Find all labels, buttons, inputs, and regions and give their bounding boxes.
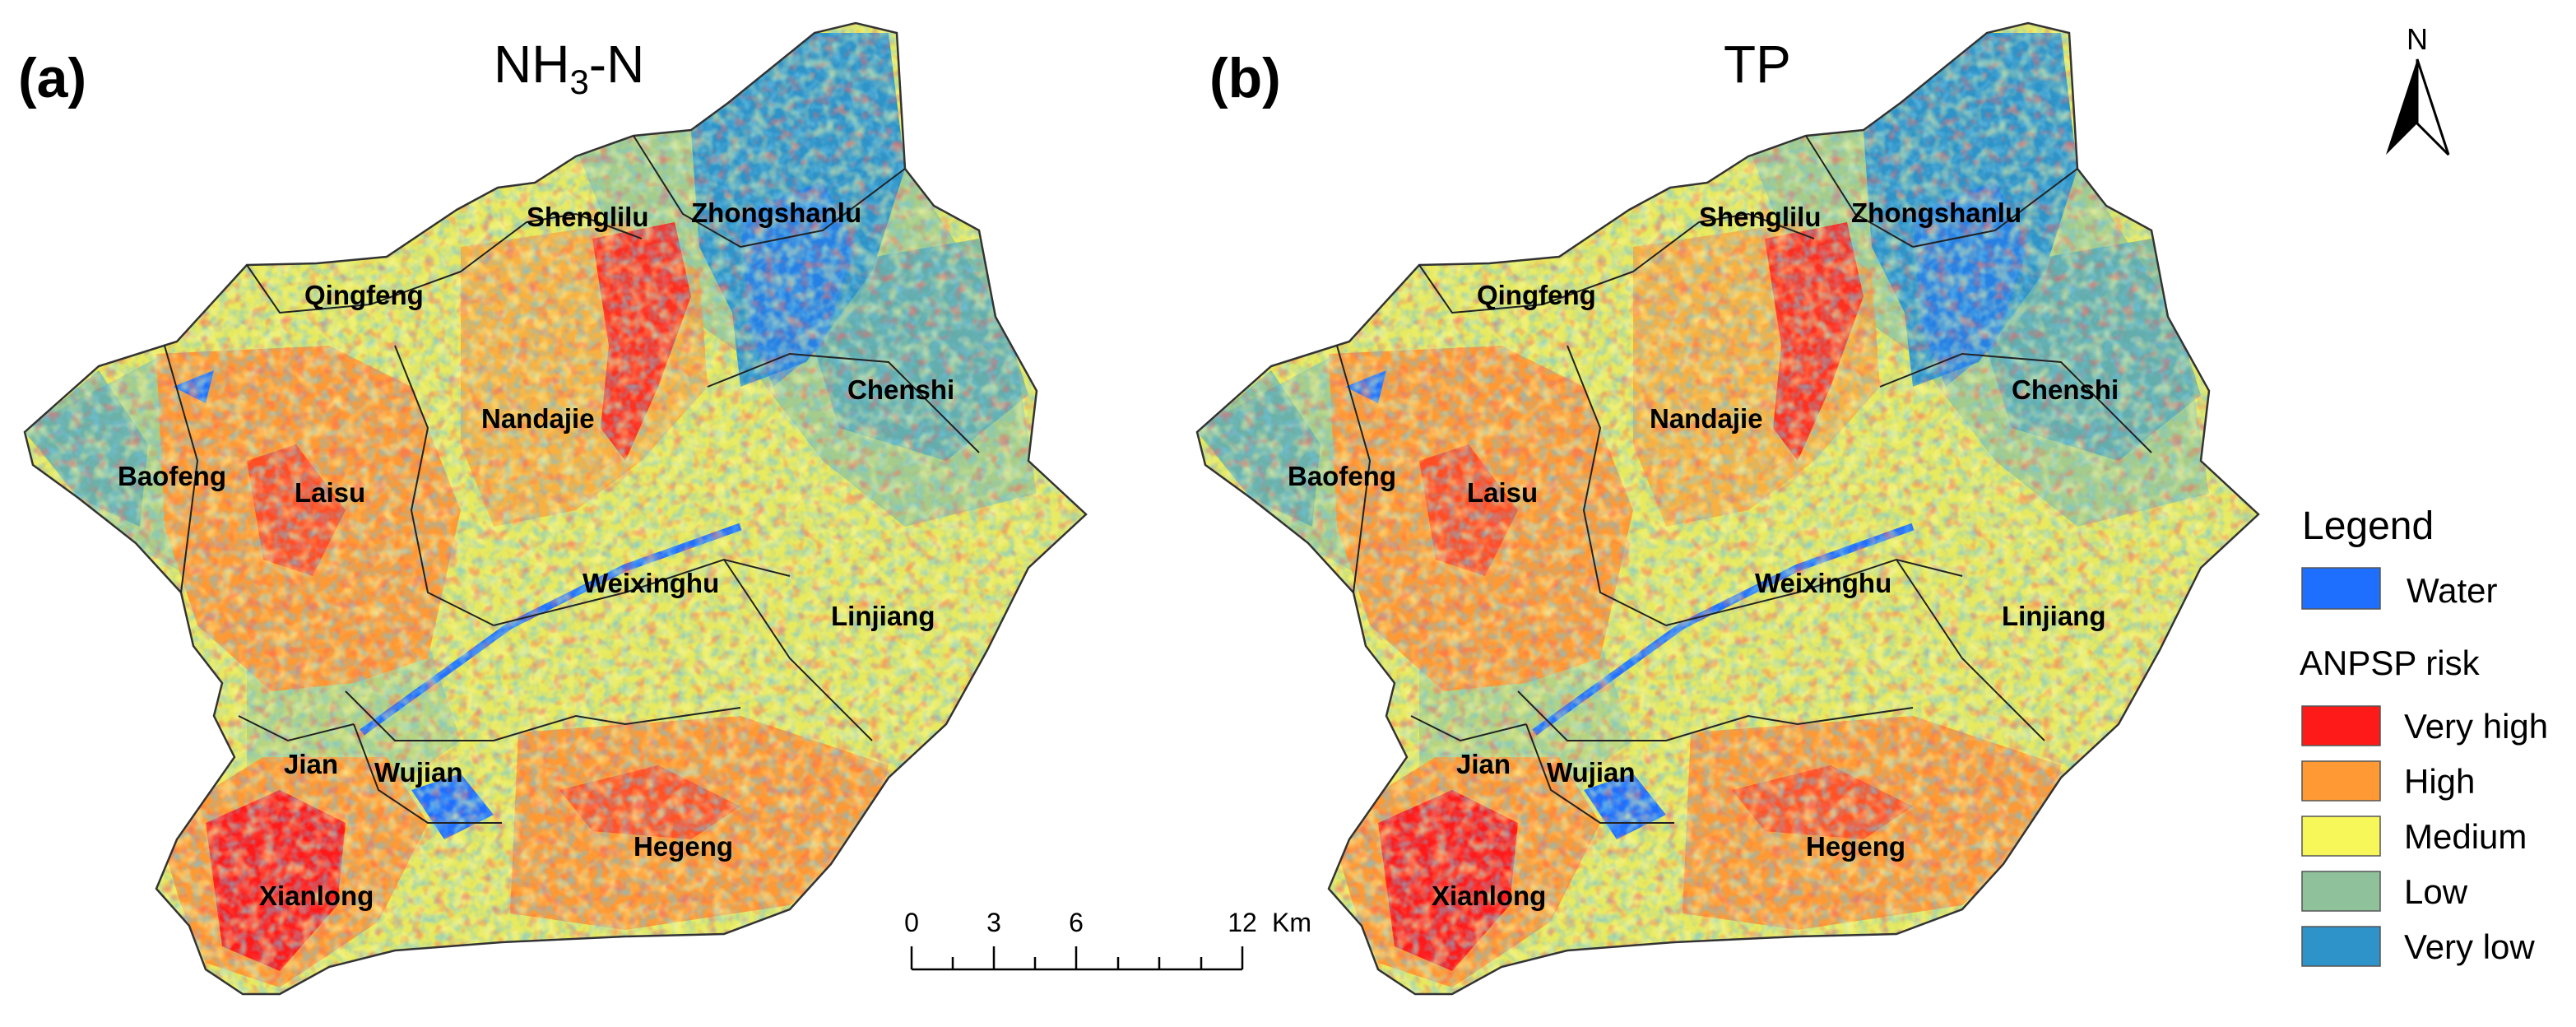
scale-unit: Km bbox=[1272, 908, 1311, 937]
title-tail-a: -N bbox=[589, 35, 645, 94]
panel-letter-b: (b) bbox=[1209, 47, 1281, 109]
town-label-nandajie-a: Nandajie bbox=[481, 403, 595, 434]
town-label-hegeng-b: Hegeng bbox=[1806, 831, 1905, 862]
town-label-baofeng-b: Baofeng bbox=[1288, 461, 1396, 491]
town-label-wujian-b: Wujian bbox=[1547, 757, 1636, 788]
town-label-laisu-a: Laisu bbox=[295, 477, 365, 508]
legend-label-medium: Medium bbox=[2404, 817, 2527, 856]
town-label-jian-a: Jian bbox=[284, 749, 338, 779]
town-label-linjiang-b: Linjiang bbox=[2002, 601, 2106, 631]
town-label-shenglilu-b: Shenglilu bbox=[1699, 202, 1822, 232]
town-label-qingfeng-a: Qingfeng bbox=[304, 280, 424, 310]
town-label-nandajie-b: Nandajie bbox=[1650, 403, 1763, 434]
legend-swatch-medium bbox=[2301, 816, 2381, 857]
legend-label-high: High bbox=[2404, 762, 2475, 801]
town-label-shenglilu-a: Shenglilu bbox=[527, 202, 649, 232]
panel-title-a: NH3-N bbox=[494, 35, 644, 101]
legend-swatch-high bbox=[2301, 760, 2381, 802]
scale-tick-12: 12 bbox=[1228, 908, 1257, 937]
map-panel-a: (a) NH3-N Shenglilu Zhongshanlu Qingfeng… bbox=[0, 0, 1152, 1027]
panel-letter-a: (a) bbox=[18, 47, 86, 109]
scale-tick-3: 3 bbox=[986, 908, 1001, 937]
town-label-linjiang-a: Linjiang bbox=[831, 601, 935, 631]
town-label-weixinghu-b: Weixinghu bbox=[1755, 568, 1891, 598]
town-label-qingfeng-b: Qingfeng bbox=[1477, 280, 1596, 310]
town-label-zhongshanlu-a: Zhongshanlu bbox=[691, 198, 861, 228]
town-label-xianlong-b: Xianlong bbox=[1432, 881, 1546, 911]
north-arrow-left-icon bbox=[2386, 59, 2417, 155]
town-label-hegeng-a: Hegeng bbox=[634, 831, 733, 862]
legend-swatch-water bbox=[2301, 567, 2381, 610]
legend-risk-title: ANPSP risk bbox=[2300, 644, 2481, 682]
title-main-a: NH bbox=[494, 35, 569, 94]
scale-bar: 0 3 6 12 Km bbox=[904, 908, 1311, 971]
title-main-b: TP bbox=[1724, 35, 1791, 94]
legend-label-water: Water bbox=[2407, 571, 2497, 610]
town-label-baofeng-a: Baofeng bbox=[118, 461, 226, 491]
legend-label-very-low: Very low bbox=[2404, 927, 2535, 966]
legend-label-low: Low bbox=[2404, 872, 2468, 911]
town-label-wujian-a: Wujian bbox=[374, 757, 463, 788]
town-labels-a: Shenglilu Zhongshanlu Qingfeng Chenshi N… bbox=[118, 198, 954, 911]
scale-tick-0: 0 bbox=[904, 908, 919, 937]
legend-swatch-very-low bbox=[2301, 926, 2381, 967]
town-label-chenshi-a: Chenshi bbox=[847, 374, 954, 405]
town-label-laisu-b: Laisu bbox=[1467, 477, 1538, 508]
map-panel-b: (b) TP Shenglilu Zhongshanlu Qingfeng Ch… bbox=[1172, 0, 2324, 1027]
legend: Legend Water ANPSP risk Very high High M… bbox=[2300, 504, 2548, 967]
legend-swatch-very-high bbox=[2301, 705, 2381, 746]
town-label-zhongshanlu-b: Zhongshanlu bbox=[1851, 198, 2021, 228]
scale-tick-6: 6 bbox=[1069, 908, 1084, 937]
town-label-xianlong-a: Xianlong bbox=[259, 881, 374, 911]
legend-swatch-low bbox=[2301, 871, 2381, 912]
legend-label-very-high: Very high bbox=[2404, 707, 2548, 746]
title-sub-a: 3 bbox=[569, 63, 588, 101]
town-label-weixinghu-a: Weixinghu bbox=[583, 568, 719, 598]
town-label-chenshi-b: Chenshi bbox=[2012, 374, 2119, 405]
north-arrow: N bbox=[2386, 22, 2450, 156]
risk-map-b bbox=[1172, 0, 2324, 1027]
north-arrow-right-icon bbox=[2416, 58, 2450, 156]
panel-title-b: TP bbox=[1724, 35, 1791, 94]
town-labels-b: Shenglilu Zhongshanlu Qingfeng Chenshi N… bbox=[1288, 198, 2119, 911]
north-arrow-label: N bbox=[2407, 22, 2428, 56]
risk-map-a bbox=[0, 0, 1152, 1027]
town-label-jian-b: Jian bbox=[1456, 749, 1511, 779]
legend-title: Legend bbox=[2302, 504, 2434, 548]
